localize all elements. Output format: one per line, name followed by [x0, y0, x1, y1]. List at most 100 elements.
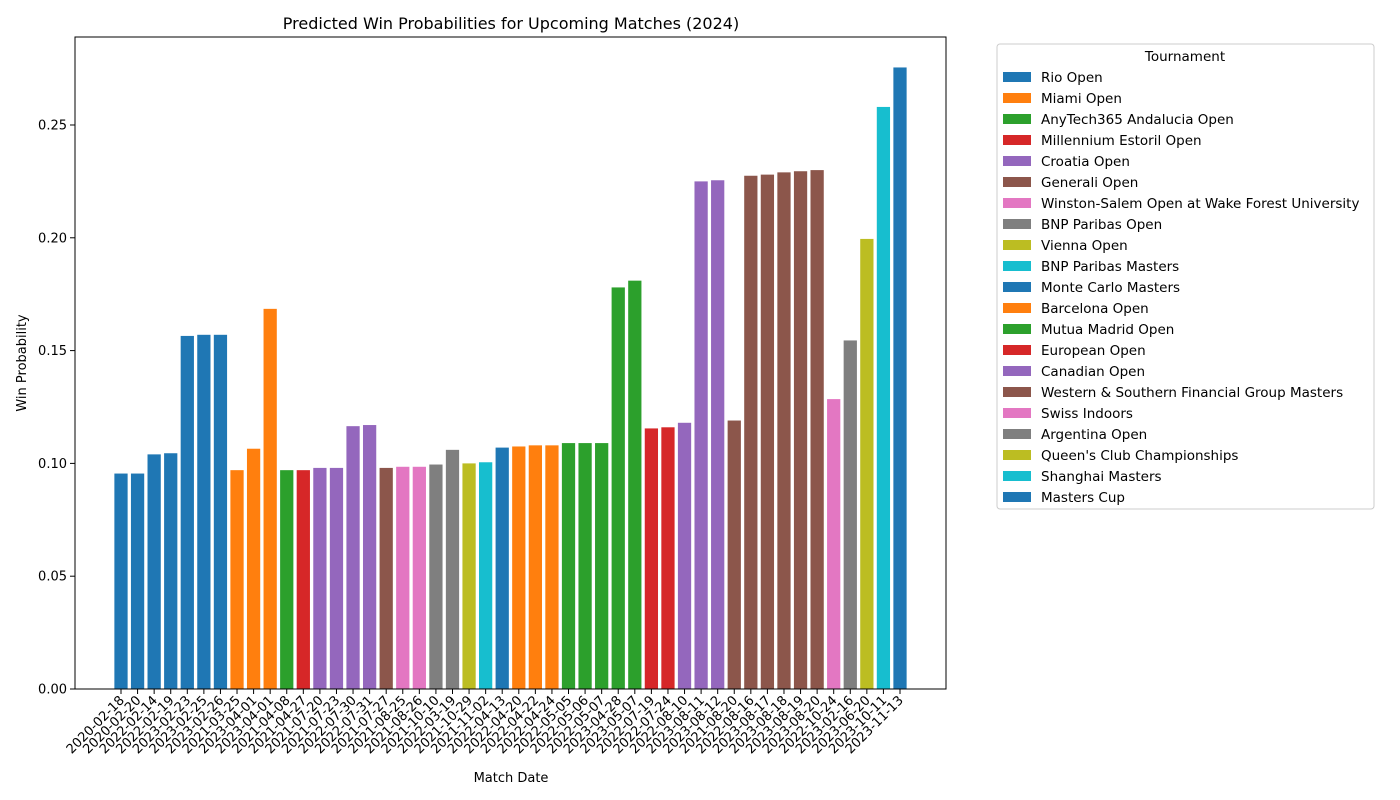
legend-label-4: Croatia Open — [1041, 154, 1130, 170]
bar-33 — [661, 427, 675, 689]
legend-label-3: Millennium Estoril Open — [1041, 133, 1202, 149]
legend-label-13: European Open — [1041, 343, 1146, 359]
legend-label-15: Western & Southern Financial Group Maste… — [1041, 385, 1343, 401]
bar-31 — [628, 280, 642, 689]
bar-27 — [561, 443, 576, 689]
bar-36 — [711, 180, 725, 689]
legend-label-8: Vienna Open — [1041, 238, 1128, 254]
bar-44 — [843, 340, 857, 689]
legend-swatch-12 — [1003, 324, 1031, 334]
x-axis-label: Match Date — [474, 771, 549, 786]
legend-swatch-19 — [1003, 471, 1031, 481]
legend-swatch-9 — [1003, 261, 1031, 271]
bar-30 — [611, 287, 625, 689]
legend-label-1: Miami Open — [1041, 91, 1122, 107]
bar-11 — [296, 470, 310, 689]
y-tick-label-5: 0.25 — [38, 118, 67, 133]
bars-layer — [114, 67, 907, 690]
bar-34 — [677, 422, 692, 689]
bar-0 — [114, 473, 128, 689]
legend-swatch-20 — [1003, 492, 1031, 502]
y-tick-label-2: 0.10 — [38, 457, 67, 472]
bar-29 — [595, 443, 609, 689]
bar-39 — [760, 174, 775, 689]
legend-title: Tournament — [1144, 49, 1225, 65]
plot-area-frame — [74, 36, 947, 690]
bar-37 — [727, 420, 741, 689]
legend-swatch-8 — [1003, 240, 1031, 250]
bar-41 — [793, 171, 808, 689]
bar-47 — [893, 67, 907, 690]
legend-label-5: Generali Open — [1041, 175, 1138, 191]
legend-swatch-17 — [1003, 429, 1031, 439]
y-axis: 0.00 0.05 0.10 0.15 0.20 0.25 — [38, 118, 75, 698]
bar-5 — [197, 334, 211, 689]
bar-8 — [246, 448, 261, 689]
bar-42 — [810, 170, 824, 689]
legend-swatch-2 — [1003, 114, 1031, 124]
legend-swatch-10 — [1003, 282, 1031, 292]
x-axis: 2020-02-182020-02-202022-02-142022-02-19… — [64, 689, 907, 757]
bar-46 — [876, 106, 891, 689]
legend-label-18: Queen's Club Championships — [1041, 448, 1238, 464]
bar-32 — [644, 428, 659, 689]
y-tick-label-3: 0.15 — [38, 344, 67, 359]
legend-swatch-1 — [1003, 93, 1031, 103]
bar-28 — [578, 443, 592, 689]
legend-swatch-14 — [1003, 366, 1031, 376]
bar-21 — [462, 463, 476, 689]
legend-label-2: AnyTech365 Andalucia Open — [1041, 112, 1234, 128]
bar-15 — [362, 425, 377, 689]
bar-19 — [429, 464, 443, 689]
bar-10 — [280, 470, 294, 689]
legend-label-0: Rio Open — [1041, 70, 1103, 86]
legend-label-16: Swiss Indoors — [1041, 406, 1133, 422]
bar-18 — [412, 466, 426, 689]
bar-4 — [180, 335, 194, 689]
bar-6 — [213, 334, 228, 689]
legend-label-17: Argentina Open — [1041, 427, 1147, 443]
bar-45 — [860, 238, 874, 689]
legend-box — [996, 43, 1375, 510]
legend-label-12: Mutua Madrid Open — [1041, 322, 1174, 338]
bar-35 — [694, 181, 708, 689]
legend-label-10: Monte Carlo Masters — [1041, 280, 1180, 296]
legend-swatch-7 — [1003, 219, 1031, 229]
bar-23 — [495, 447, 509, 689]
bar-25 — [528, 445, 542, 689]
bar-22 — [479, 462, 493, 689]
bar-9 — [263, 308, 277, 689]
legend-swatch-3 — [1003, 135, 1031, 145]
legend-swatch-13 — [1003, 345, 1031, 355]
legend: Tournament Rio Open Miami Open AnyTech365 … — [996, 43, 1375, 510]
legend-label-19: Shanghai Masters — [1041, 469, 1162, 485]
legend-swatch-4 — [1003, 156, 1031, 166]
bar-2 — [147, 454, 161, 689]
legend-swatch-18 — [1003, 450, 1031, 460]
y-tick-label-4: 0.20 — [38, 231, 67, 246]
bar-17 — [396, 466, 410, 689]
bar-26 — [545, 445, 559, 689]
legend-swatch-11 — [1003, 303, 1031, 313]
bar-16 — [379, 467, 393, 689]
legend-swatch-0 — [1003, 72, 1031, 82]
bar-3 — [164, 453, 178, 689]
bar-20 — [445, 449, 460, 689]
bar-38 — [744, 175, 758, 689]
y-tick-label-0: 0.00 — [38, 683, 67, 698]
legend-items: Rio Open Miami Open AnyTech365 Andalucia O… — [1003, 70, 1359, 506]
legend-swatch-15 — [1003, 387, 1031, 397]
legend-swatch-16 — [1003, 408, 1031, 418]
bar-7 — [230, 470, 244, 689]
chart-title: Predicted Win Probabilities for Upcoming… — [283, 14, 739, 33]
bar-24 — [512, 446, 526, 689]
legend-label-9: BNP Paribas Masters — [1041, 259, 1179, 275]
legend-swatch-5 — [1003, 177, 1031, 187]
legend-swatch-6 — [1003, 198, 1031, 208]
legend-label-20: Masters Cup — [1041, 490, 1125, 506]
bar-12 — [313, 467, 327, 689]
legend-label-11: Barcelona Open — [1041, 301, 1149, 317]
legend-label-6: Winston-Salem Open at Wake Forest Univer… — [1041, 196, 1359, 212]
bar-1 — [130, 473, 145, 689]
